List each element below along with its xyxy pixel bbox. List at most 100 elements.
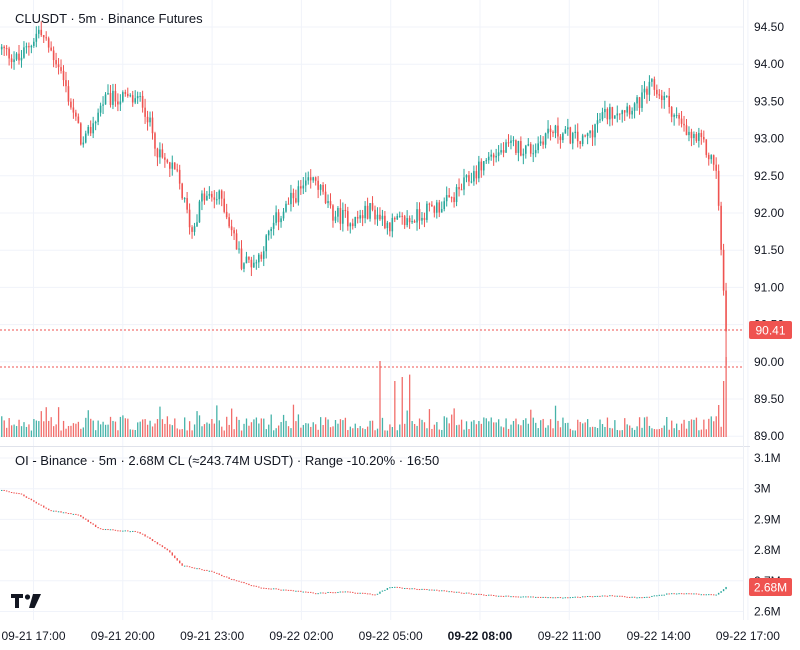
volume-bar	[250, 422, 253, 437]
volume-bar	[520, 425, 522, 437]
price-axis-ticks[interactable]: 94.50 94.00 93.50 93.00 92.50 92.00 91.50 91.00…	[754, 20, 784, 443]
candle-body	[285, 203, 287, 212]
oi-bar	[136, 531, 139, 533]
candle-body	[366, 205, 369, 219]
volume-bar	[315, 424, 317, 437]
oi-bar	[389, 587, 391, 589]
volume-bar	[8, 418, 10, 437]
oi-bar	[181, 563, 183, 566]
volume-bar	[109, 416, 112, 437]
candle-body	[136, 96, 139, 99]
candle-body	[562, 133, 564, 141]
volume-bar	[10, 425, 13, 437]
oi-bar	[376, 593, 379, 595]
oi-bar	[166, 548, 169, 551]
candle-body	[564, 129, 567, 134]
oi-bar	[366, 593, 369, 595]
volume-bar	[366, 426, 369, 437]
volume-bar	[396, 430, 398, 437]
volume-bar	[661, 427, 663, 437]
oi-bar	[85, 518, 87, 520]
candle-body	[186, 198, 188, 210]
volume-bar	[493, 422, 495, 437]
oi-bar	[94, 524, 97, 528]
volume-bar	[399, 424, 401, 437]
oi-bar	[221, 574, 223, 577]
oi-bar	[43, 505, 45, 508]
oi-bar	[50, 510, 52, 512]
oi-bar	[673, 593, 675, 595]
candle-body	[487, 156, 490, 161]
oi-bar	[431, 589, 433, 591]
volume-bar	[591, 426, 594, 437]
volume-bar	[310, 426, 312, 437]
oi-bar	[547, 597, 549, 599]
oi-bar	[176, 558, 178, 561]
candle-body	[45, 37, 47, 39]
candle-body	[683, 123, 685, 126]
candle-body	[302, 185, 305, 189]
volume-bar	[537, 428, 539, 437]
oi-tick-label: 2.9M	[754, 512, 781, 526]
price-candles[interactable]	[0, 21, 727, 366]
oi-bar	[663, 594, 665, 596]
candle-body	[208, 193, 211, 196]
candle-body	[436, 202, 438, 213]
candle-body	[725, 290, 727, 332]
candle-body	[680, 118, 683, 124]
volume-bar	[629, 425, 631, 437]
candle-body	[230, 226, 233, 231]
candle-body	[480, 161, 483, 171]
price-tick-label: 93.50	[754, 94, 784, 108]
volume-bar	[428, 409, 431, 437]
symbol-title[interactable]: CLUSDT · 5m · Binance Futures	[15, 11, 203, 26]
volume-bar	[260, 418, 262, 437]
tradingview-logo-icon[interactable]	[11, 594, 41, 608]
oi-bar	[653, 595, 656, 597]
candle-body	[688, 131, 690, 136]
candle-body	[334, 216, 337, 221]
volume-bar	[238, 419, 240, 437]
oi-bar	[23, 494, 25, 497]
volume-bar	[458, 424, 460, 437]
oi-bar	[695, 593, 698, 595]
oi-bar	[151, 539, 154, 542]
oi-bar	[534, 596, 537, 598]
oi-bar	[265, 588, 267, 590]
volume-bar	[40, 411, 42, 437]
time-axis-labels[interactable]: 09-21 17:00 09-21 20:00 09-21 23:00 09-22 0…	[1, 629, 780, 643]
volume-bar	[470, 421, 473, 437]
candle-body	[614, 115, 616, 119]
price-tick-label: 91.00	[754, 280, 784, 294]
oi-bar	[347, 591, 349, 593]
candle-body	[13, 59, 15, 63]
volume-bar	[300, 427, 302, 437]
candle-body	[391, 217, 394, 232]
oi-panel-title[interactable]: OI - Binance · 5m · 2.68M CL (≈243.74M U…	[15, 453, 439, 468]
candle-body	[379, 214, 381, 220]
oi-bar	[710, 594, 712, 596]
oi-bar	[72, 513, 75, 515]
volume-bar	[651, 428, 653, 437]
candle-body	[512, 140, 515, 142]
candle-body	[631, 110, 633, 115]
oi-bar	[408, 588, 411, 590]
oi-bar	[282, 589, 285, 591]
candle-body	[28, 46, 30, 48]
candle-body	[287, 203, 290, 205]
volume-bar	[223, 430, 225, 437]
candle-body	[717, 170, 720, 206]
candle-body	[559, 136, 562, 141]
oi-bar	[386, 588, 389, 590]
candle-body	[347, 211, 349, 227]
price-tick-label: 90.00	[754, 355, 784, 369]
candle-body	[161, 149, 164, 158]
candle-body	[473, 171, 475, 182]
candle-body	[223, 198, 225, 212]
oi-bar	[537, 596, 539, 598]
volume-bar	[92, 420, 94, 437]
volume-bar	[127, 418, 129, 437]
candle-body	[411, 221, 413, 223]
oi-bar	[263, 587, 265, 589]
